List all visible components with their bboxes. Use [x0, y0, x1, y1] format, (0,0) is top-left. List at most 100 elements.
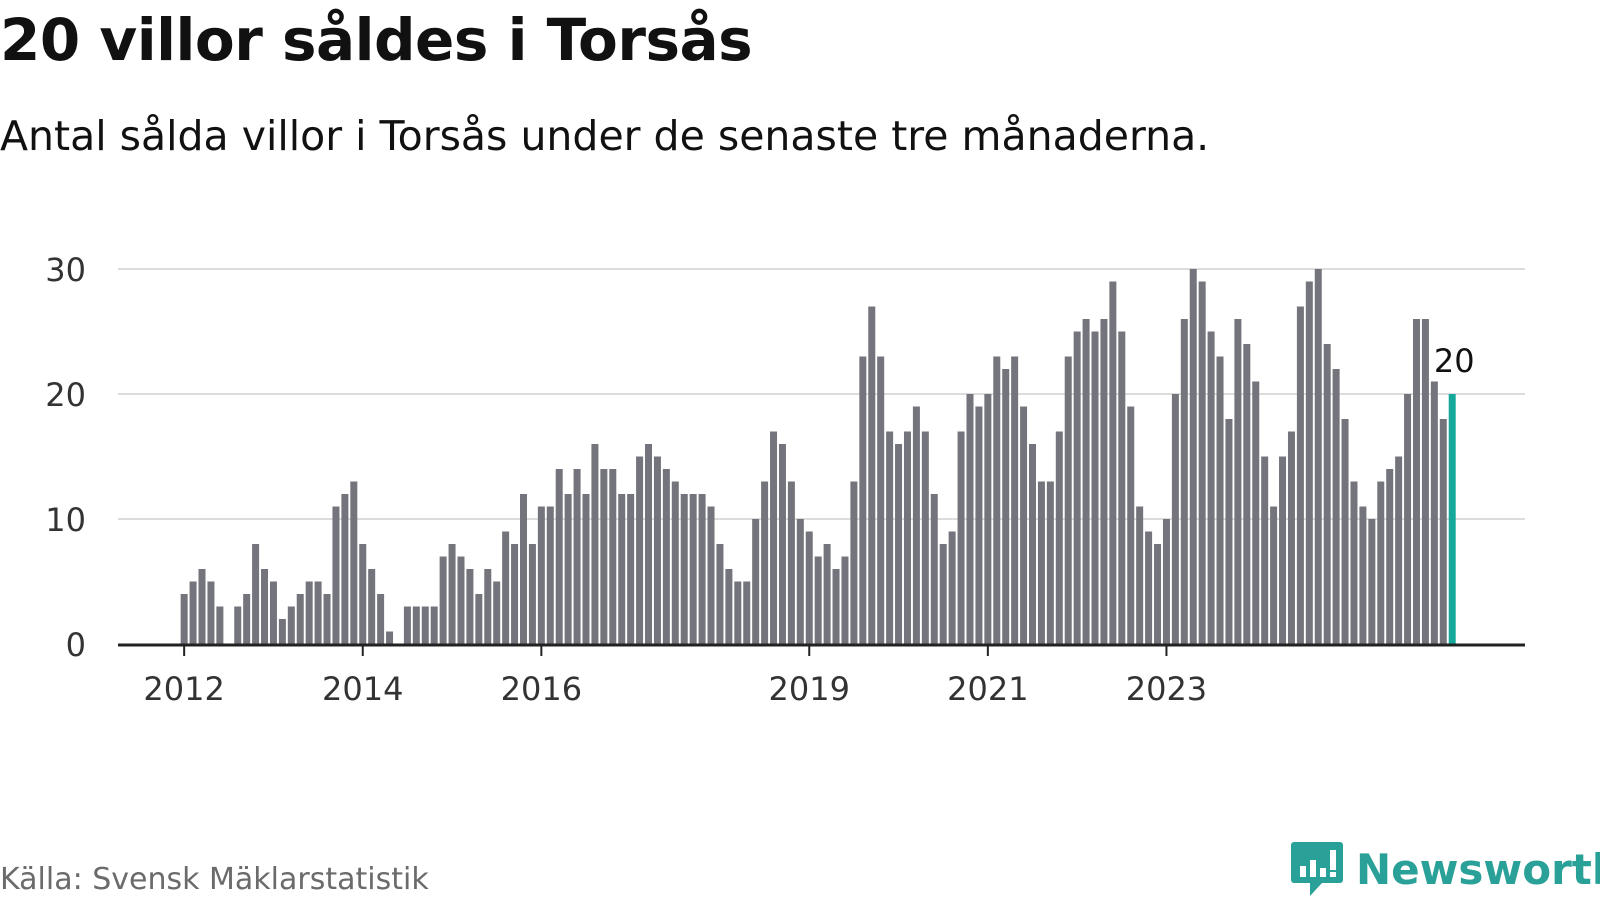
bar: [368, 569, 376, 644]
bar: [662, 469, 670, 644]
bar: [1225, 419, 1233, 644]
bar: [1171, 394, 1179, 644]
y-tick-label: 20: [45, 376, 86, 414]
bar: [502, 531, 510, 644]
bar: [636, 456, 644, 644]
bar: [627, 494, 635, 644]
bar: [591, 444, 599, 644]
bar: [787, 481, 795, 644]
bar: [1252, 381, 1260, 644]
bar: [216, 606, 224, 644]
bar: [198, 569, 206, 644]
bar: [653, 456, 661, 644]
bar: [725, 569, 733, 644]
bar: [921, 431, 929, 644]
bar: [493, 581, 501, 644]
bar: [457, 556, 465, 644]
bars: [180, 269, 1456, 644]
bar: [519, 494, 527, 644]
bar-highlight: [1448, 394, 1456, 644]
bar: [403, 606, 411, 644]
bar: [841, 556, 849, 644]
bar: [1055, 431, 1063, 644]
bar: [359, 544, 367, 644]
bar: [752, 519, 760, 644]
bar: [1359, 506, 1367, 644]
bar: [1145, 531, 1153, 644]
bar: [1404, 394, 1412, 644]
bar: [1046, 481, 1054, 644]
bar: [645, 444, 653, 644]
bar: [439, 556, 447, 644]
bar: [886, 431, 894, 644]
bar: [546, 506, 554, 644]
bar: [832, 569, 840, 644]
bar: [993, 356, 1001, 644]
bar: [1270, 506, 1278, 644]
bar: [252, 544, 260, 644]
bar: [707, 506, 715, 644]
bar: [386, 631, 394, 644]
logo-bar-1: [1300, 866, 1306, 877]
bar: [1073, 331, 1081, 644]
y-tick-label: 30: [45, 251, 86, 289]
x-axis-ticks: 2012 2014 2016 2019 2021 2023: [143, 645, 1207, 708]
bar: [770, 431, 778, 644]
bar: [528, 544, 536, 644]
x-tick-label: 2019: [769, 670, 850, 708]
bar: [1180, 319, 1188, 644]
bar: [341, 494, 349, 644]
bar: [287, 606, 295, 644]
bar: [332, 506, 340, 644]
bar: [743, 581, 751, 644]
bar: [412, 606, 420, 644]
bar: [448, 544, 456, 644]
bar: [1020, 406, 1028, 644]
bar: [689, 494, 697, 644]
bar: [582, 494, 590, 644]
bar: [466, 569, 474, 644]
bar: [1109, 281, 1117, 644]
source-note: Källa: Svensk Mäklarstatistik: [0, 862, 429, 897]
bar: [930, 494, 938, 644]
bar: [823, 544, 831, 644]
bar: [1261, 456, 1269, 644]
bar: [859, 356, 867, 644]
bar: [1091, 331, 1099, 644]
x-tick-label: 2023: [1126, 670, 1207, 708]
bar: [1162, 519, 1170, 644]
logo-bar-2: [1310, 860, 1316, 877]
bar: [1118, 331, 1126, 644]
bar: [975, 406, 983, 644]
bar: [609, 469, 617, 644]
bar: [778, 444, 786, 644]
bar: [966, 394, 974, 644]
bar: [1002, 369, 1010, 644]
logo-dot: [1330, 872, 1336, 877]
bar: [1287, 431, 1295, 644]
bar: [1082, 319, 1090, 644]
bar: [207, 581, 215, 644]
bar: [1323, 344, 1331, 644]
bar: [1154, 544, 1162, 644]
bar: [734, 581, 742, 644]
bar: [868, 306, 876, 644]
chart-subtitle: Antal sålda villor i Torsås under de sen…: [0, 112, 1210, 160]
bar: [618, 494, 626, 644]
bar: [1430, 381, 1438, 644]
bar: [903, 431, 911, 644]
bar: [1243, 344, 1251, 644]
bar: [1216, 356, 1224, 644]
bar: [948, 531, 956, 644]
bar: [180, 594, 188, 644]
bar: [814, 556, 822, 644]
bar: [430, 606, 438, 644]
bar: [1029, 444, 1036, 644]
bar: [1100, 319, 1108, 644]
y-axis-ticks: 0 10 20 30: [45, 251, 86, 664]
brand-logo[interactable]: Newsworthy: [1290, 840, 1600, 898]
bar: [1279, 456, 1287, 644]
bar: [243, 594, 251, 644]
bar: [1439, 419, 1447, 644]
